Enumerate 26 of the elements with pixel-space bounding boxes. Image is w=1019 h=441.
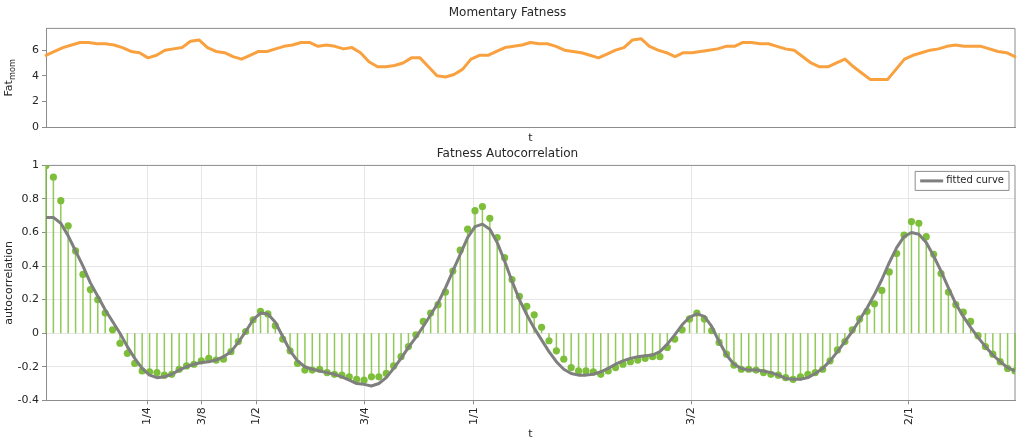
x-tick-label: 2/1: [901, 407, 915, 425]
x-axis-title: t: [528, 131, 534, 145]
y-tick-label: 0.2: [21, 292, 39, 306]
y-tick-label: 0: [32, 119, 39, 133]
x-tick-label: 1/2: [249, 407, 263, 425]
chart-title: Momentary Fatness: [448, 5, 567, 20]
y-tick-label: 0.8: [21, 191, 39, 205]
y-tick-label: -0.2: [17, 359, 39, 373]
y-tick-label: 4: [32, 68, 39, 82]
y-tick-label: -0.4: [17, 393, 39, 407]
y-tick-label: 0.4: [21, 258, 39, 272]
y-tick-label: 1: [32, 158, 39, 172]
x-tick-label: 1/4: [140, 407, 154, 425]
y-axis-title: Fatmom: [1, 58, 17, 97]
x-tick-label: 3/8: [194, 407, 208, 425]
x-axis-title: t: [528, 427, 534, 441]
x-tick-label: 3/4: [357, 407, 371, 425]
legend-label: fitted curve: [946, 174, 1005, 186]
y-axis-title: autocorrelation: [1, 240, 15, 325]
chart-title: Fatness Autocorrelation: [436, 146, 579, 161]
x-tick-label: 1/1: [466, 407, 480, 425]
y-tick-label: 6: [32, 43, 39, 57]
y-tick-label: 0.6: [21, 225, 39, 239]
y-tick-label: 0: [32, 326, 39, 340]
x-tick-label: 3/2: [684, 407, 698, 425]
y-tick-label: 2: [32, 94, 39, 108]
